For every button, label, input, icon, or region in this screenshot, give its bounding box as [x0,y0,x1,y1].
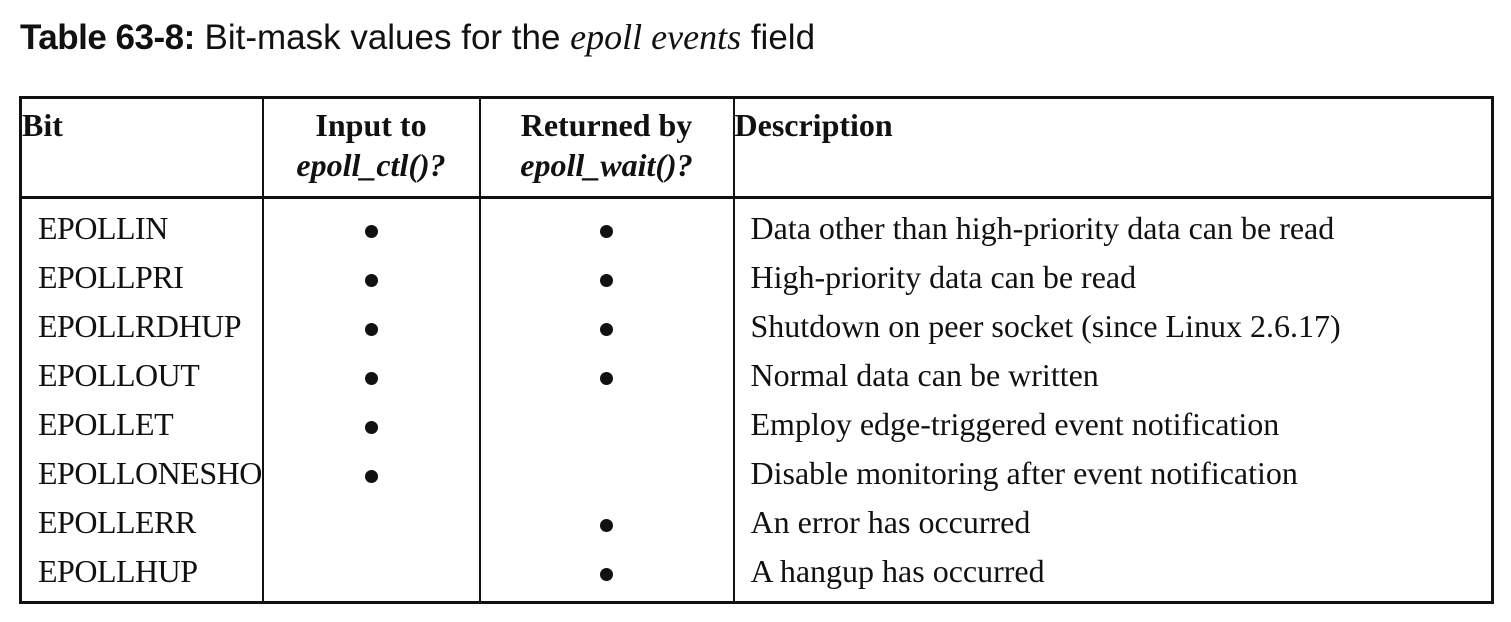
header-input-line1: Input to [315,107,427,143]
bit-description: Disable monitoring after event notificat… [732,449,1494,498]
bullet-icon [364,274,378,288]
header-description: Description [732,97,1494,199]
input-cell [261,197,481,253]
input-cell [261,449,481,498]
bit-name: EPOLLERR [19,498,264,547]
returned-cell [478,253,735,302]
bit-name: EPOLLHUP [19,547,264,603]
bit-name: EPOLLET [19,400,264,449]
bit-name: EPOLLPRI [19,253,264,302]
bit-name: EPOLLIN [19,197,264,253]
bullet-icon [600,372,613,386]
header-input-to-epoll-ctl: Input to epoll_ctl()? [261,97,481,199]
caption-text-after: field [741,18,816,57]
table-row: EPOLLERR An error has occurred [19,498,1494,547]
table-row: EPOLLRDHUP Shutdown on peer socket (sinc… [19,302,1494,351]
table-row: EPOLLONESHOT Disable monitoring after ev… [19,449,1494,498]
bullet-icon [364,372,378,386]
returned-cell [478,197,735,253]
bit-description: Shutdown on peer socket (since Linux 2.6… [732,302,1494,351]
returned-cell [478,449,735,498]
table-row: EPOLLPRI High-priority data can be read [19,253,1494,302]
table-header-row: Bit Input to epoll_ctl()? Returned by ep… [19,97,1494,199]
bullet-icon [600,519,613,533]
returned-cell [478,547,735,603]
input-cell [261,302,481,351]
returned-cell [478,400,735,449]
bullet-icon [364,421,378,435]
header-returned-by-epoll-wait: Returned by epoll_wait()? [478,97,735,199]
header-input-line2: epoll_ctl()? [296,147,446,183]
bit-description: Data other than high-priority data can b… [732,197,1494,253]
bullet-icon [600,568,613,582]
bullet-icon [364,225,378,239]
returned-cell [478,498,735,547]
input-cell [261,400,481,449]
input-cell [261,547,481,603]
input-cell [261,498,481,547]
bullet-icon [600,323,613,337]
table-row: EPOLLET Employ edge-triggered event noti… [19,400,1494,449]
bullet-icon [364,323,378,337]
bit-description: An error has occurred [732,498,1494,547]
bit-description: A hangup has occurred [732,547,1494,603]
table-row: EPOLLIN Data other than high-priority da… [19,197,1494,253]
header-bit: Bit [19,97,264,199]
returned-cell [478,302,735,351]
caption-italic-term: epoll events [570,17,742,57]
header-returned-line2: epoll_wait()? [520,147,693,183]
bit-name: EPOLLRDHUP [19,302,264,351]
returned-cell [478,351,735,400]
bit-name: EPOLLOUT [19,351,264,400]
bullet-icon [600,225,613,239]
bullet-icon [600,274,613,288]
bit-description: High-priority data can be read [732,253,1494,302]
input-cell [261,253,481,302]
header-returned-line1: Returned by [520,107,693,143]
input-cell [261,351,481,400]
bit-description: Normal data can be written [732,351,1494,400]
bullet-icon [364,470,378,484]
caption-label: Table 63-8: [20,18,195,57]
epoll-events-table: Bit Input to epoll_ctl()? Returned by ep… [19,96,1494,604]
table-caption: Table 63-8: Bit-mask values for the epol… [20,14,815,61]
caption-text-before: Bit-mask values for the [194,18,571,57]
bit-description: Employ edge-triggered event notification [732,400,1494,449]
bit-name: EPOLLONESHOT [19,449,264,498]
table-row: EPOLLHUP A hangup has occurred [19,547,1494,603]
table-row: EPOLLOUT Normal data can be written [19,351,1494,400]
